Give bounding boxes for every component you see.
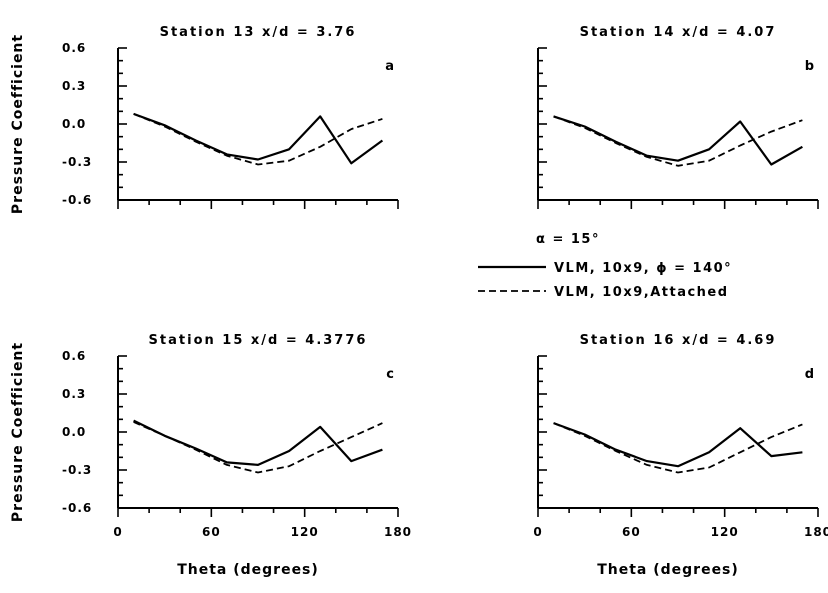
- y-axis-label: Pressure Coefficient: [10, 342, 26, 522]
- series-line-solid: [133, 112, 384, 165]
- series-line-dashed: [133, 113, 383, 166]
- panel-title: Station 15 x/d = 4.3776: [149, 333, 368, 348]
- panel-letter: c: [386, 367, 394, 382]
- x-tick-label: 60: [202, 525, 221, 539]
- chart-panel-b: Station 14 x/d = 4.07 b: [537, 25, 819, 209]
- panel-title: Station 13 x/d = 3.76: [160, 25, 357, 40]
- legend: α = 15° VLM, 10x9, ϕ = 140° VLM, 10x9,Atta…: [478, 232, 732, 300]
- series-line-solid: [133, 419, 383, 466]
- x-tick-label: 180: [384, 525, 412, 539]
- x-tick-label: 0: [113, 525, 122, 539]
- legend-entry-label: VLM, 10x9,Attached: [554, 285, 729, 300]
- x-tick-label: 0: [533, 525, 542, 539]
- y-tick-label: -0.3: [62, 155, 92, 169]
- y-tick-label: 0.0: [62, 425, 86, 439]
- y-tick-label: 0.6: [62, 349, 86, 363]
- x-axis-label: Theta (degrees): [177, 562, 319, 578]
- x-tick-label: 60: [622, 525, 641, 539]
- chart-panel-c: Station 15 x/d = 4.3776 0.6 0.3 0.0 -0.3 -0.6…: [10, 333, 412, 578]
- series-line-dashed: [553, 422, 803, 474]
- chart-panel-d: Station 16 x/d = 4.69 0 60 120 180 Theta (deg…: [533, 333, 828, 578]
- x-tick-label: 180: [804, 525, 828, 539]
- legend-condition: α = 15°: [536, 232, 600, 247]
- chart-panel-a: Station 13 x/d = 3.76 0.6 0.3 0.0 -0.3 -0.6 Pr…: [10, 25, 399, 214]
- legend-entry-label: VLM, 10x9, ϕ = 140°: [554, 261, 732, 276]
- panel-letter: d: [805, 367, 814, 382]
- panel-letter: b: [805, 59, 814, 74]
- series-line-solid: [553, 422, 803, 468]
- y-tick-label: -0.6: [62, 501, 92, 515]
- panel-title: Station 14 x/d = 4.07: [580, 25, 777, 40]
- x-tick-label: 120: [291, 525, 319, 539]
- x-axis-label: Theta (degrees): [597, 562, 739, 578]
- y-tick-label: 0.6: [62, 41, 86, 55]
- series-line-solid: [553, 115, 803, 166]
- panel-title: Station 16 x/d = 4.69: [580, 333, 777, 348]
- y-tick-label: -0.3: [62, 463, 92, 477]
- y-tick-label: 0.3: [62, 79, 86, 93]
- y-axis-label: Pressure Coefficient: [10, 34, 26, 214]
- series-line-dashed: [133, 421, 383, 474]
- series-line-dashed: [553, 115, 803, 167]
- x-tick-label: 120: [711, 525, 739, 539]
- y-tick-label: -0.6: [62, 193, 92, 207]
- y-tick-label: 0.0: [62, 117, 86, 131]
- panel-letter: a: [385, 59, 394, 74]
- y-tick-label: 0.3: [62, 387, 86, 401]
